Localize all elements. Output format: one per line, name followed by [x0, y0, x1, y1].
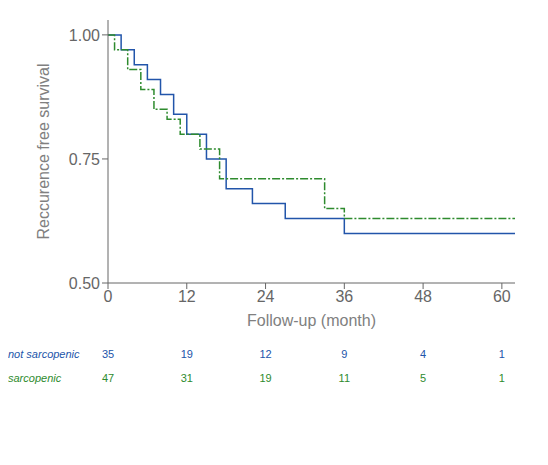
- svg-text:Reccurence free survival: Reccurence free survival: [35, 63, 52, 239]
- svg-text:0: 0: [104, 288, 113, 305]
- html-text:4: 4: [420, 348, 427, 360]
- html-text:12: 12: [259, 348, 272, 360]
- svg-text:36: 36: [335, 288, 353, 305]
- svg-text:24: 24: [257, 288, 275, 305]
- html-text:11: 11: [338, 372, 350, 384]
- svg-text:0.50: 0.50: [69, 275, 100, 292]
- html-text:19: 19: [180, 348, 193, 360]
- html-text:sarcopenic: sarcopenic: [8, 372, 62, 384]
- html-text:19: 19: [259, 372, 272, 384]
- html-text:47: 47: [101, 372, 115, 384]
- svg-text:Follow-up (month): Follow-up (month): [247, 312, 376, 329]
- html-text:not sarcopenic: not sarcopenic: [8, 348, 80, 360]
- svg-text:0.75: 0.75: [69, 151, 100, 168]
- html-text:31: 31: [180, 372, 193, 384]
- html-text:1: 1: [498, 372, 505, 384]
- svg-text:1.00: 1.00: [69, 27, 100, 44]
- svg-text:48: 48: [414, 288, 432, 305]
- svg-text:60: 60: [493, 288, 511, 305]
- html-text:9: 9: [341, 348, 348, 360]
- html-text:35: 35: [101, 348, 115, 360]
- html-text:5: 5: [420, 372, 427, 384]
- svg-text:12: 12: [178, 288, 196, 305]
- html-text:1: 1: [498, 348, 505, 360]
